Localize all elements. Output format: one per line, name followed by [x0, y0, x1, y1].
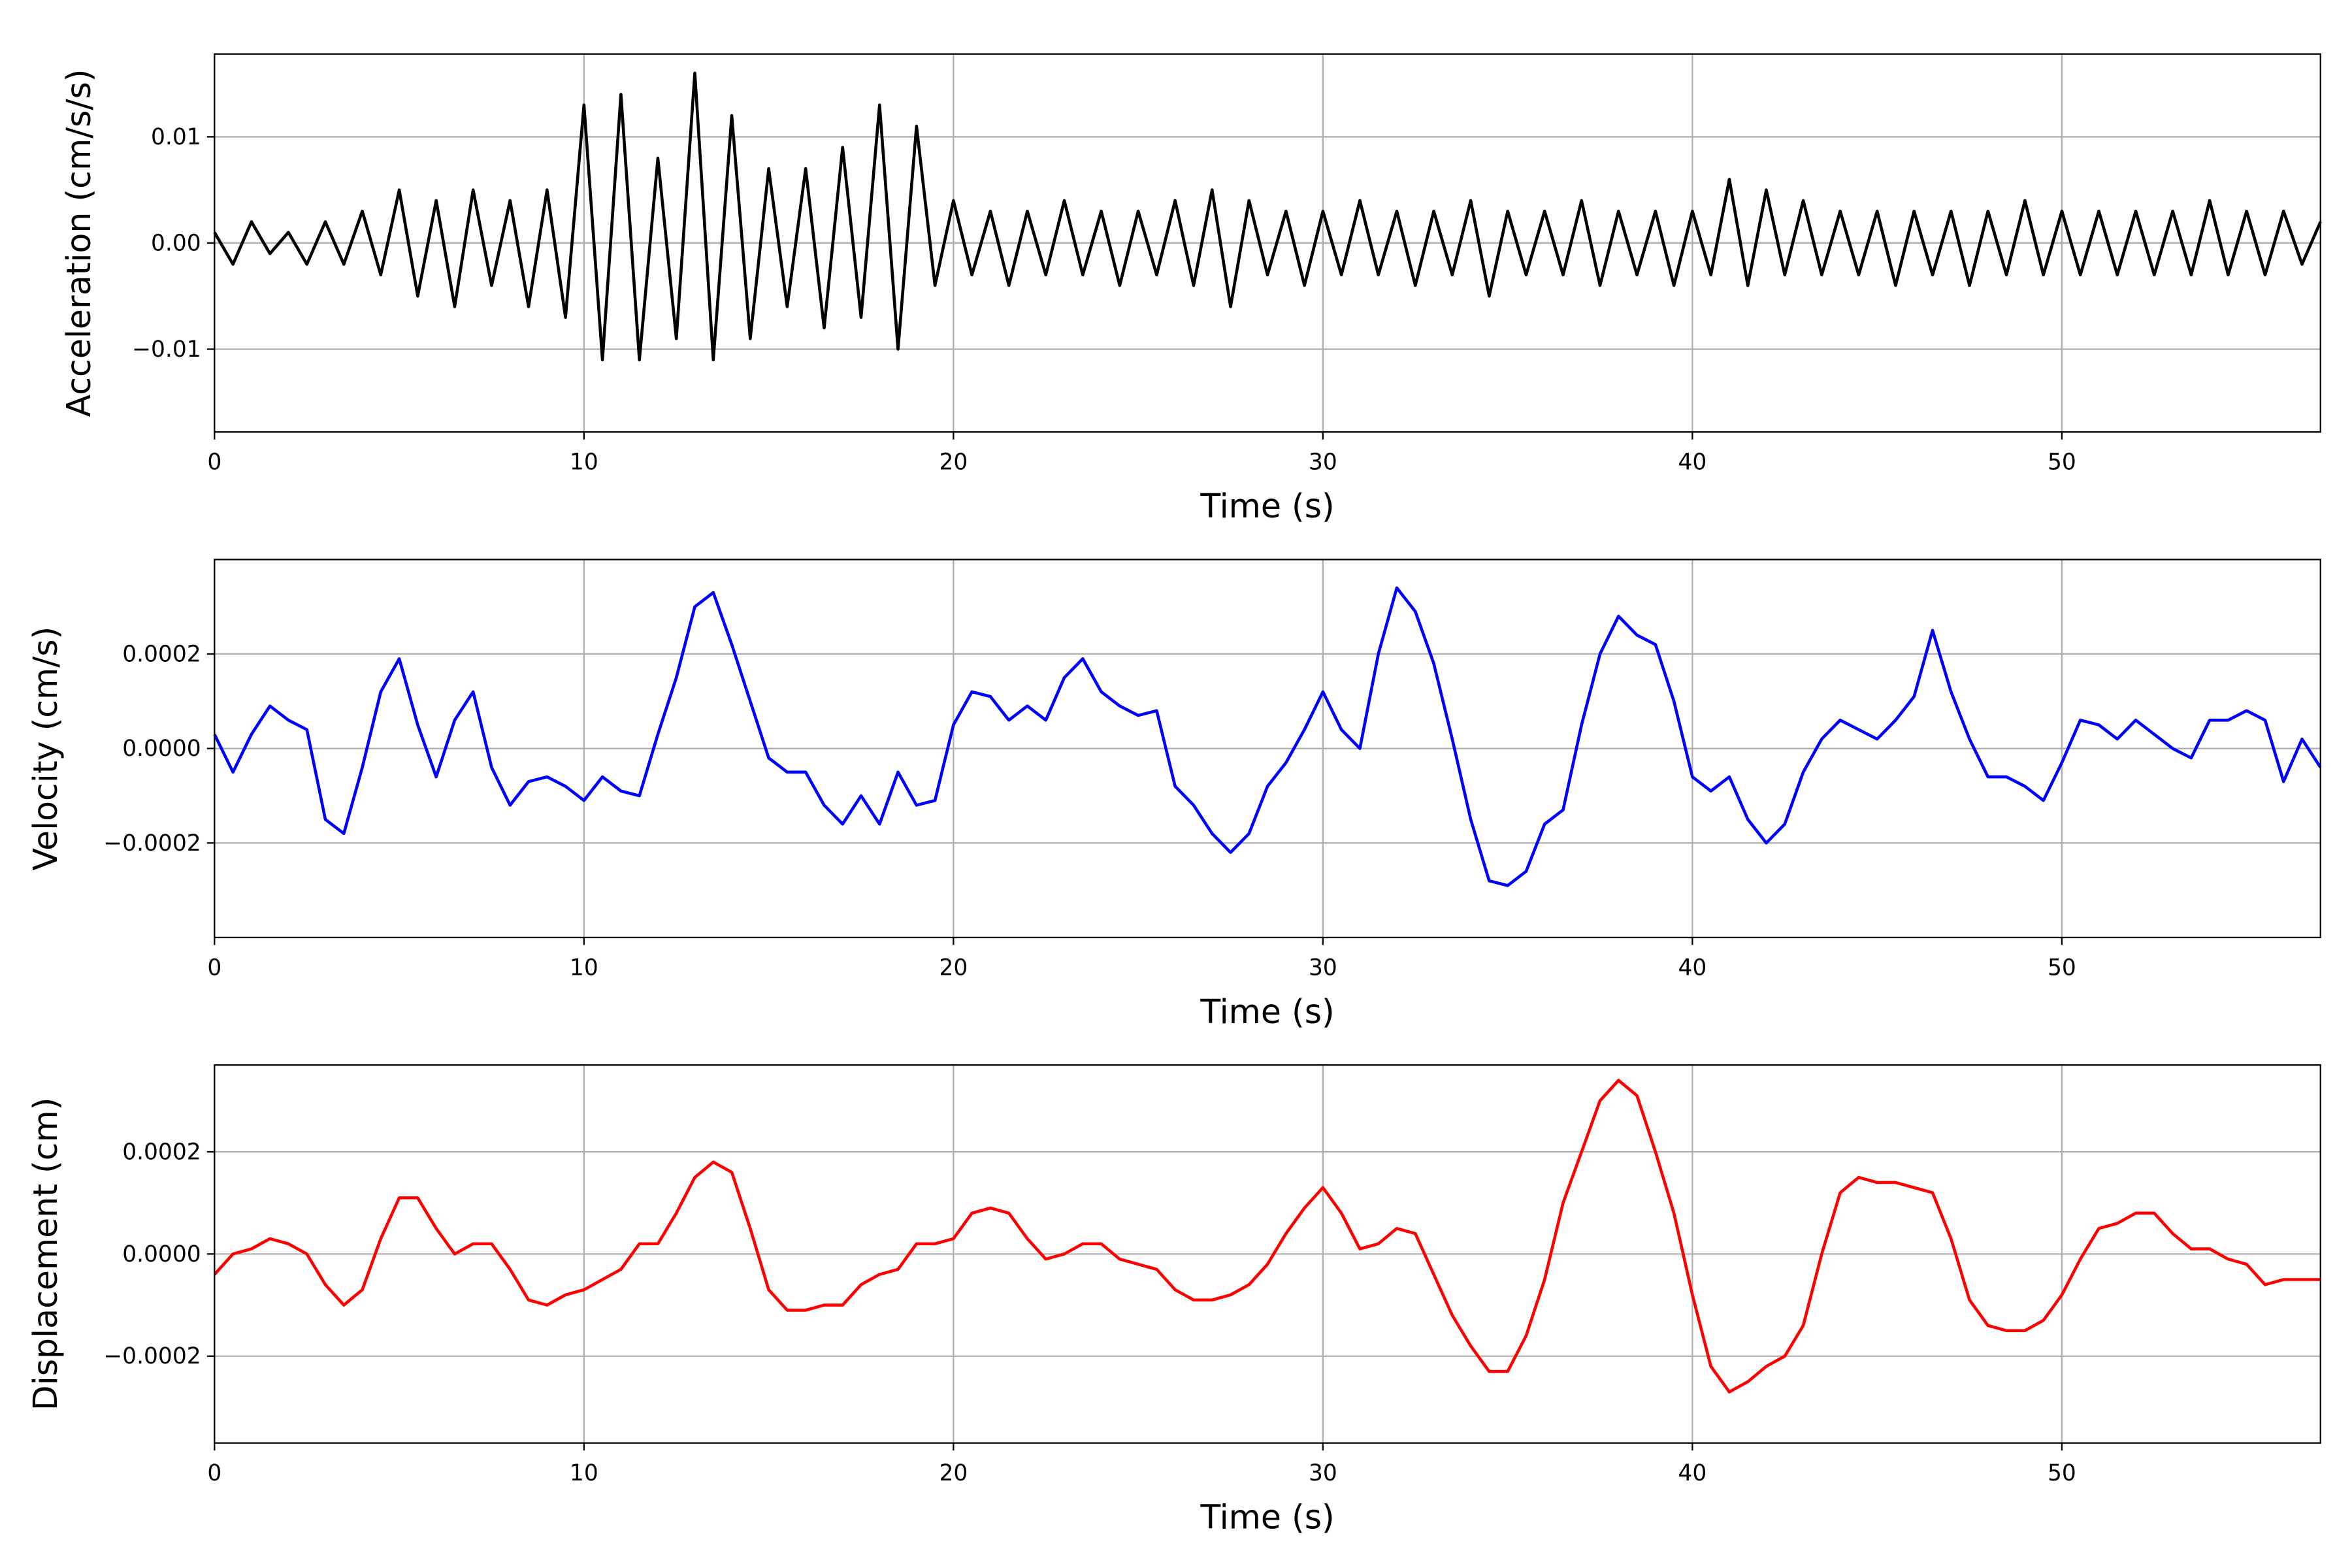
y-tick-label: 0.0000	[122, 736, 201, 762]
y-axis-label: Acceleration (cm/s/s)	[59, 69, 98, 417]
y-tick-label: 0.0002	[122, 1139, 201, 1166]
data-line	[213, 586, 2322, 887]
y-tick-label: −0.01	[132, 336, 201, 363]
y-axis-label: Displacement (cm)	[26, 1098, 65, 1411]
y-tick-label: 0.01	[151, 124, 201, 150]
y-tick-label: −0.0002	[103, 1343, 201, 1369]
data-line	[213, 1079, 2321, 1394]
x-axis-label: Time (s)	[1200, 992, 1334, 1031]
x-tick-label: 50	[2048, 449, 2076, 476]
axes-frame	[214, 1064, 2321, 1444]
x-tick-label: 10	[570, 449, 598, 476]
x-tick-label: 50	[2048, 1460, 2076, 1486]
y-tick-label: 0.0000	[122, 1241, 201, 1267]
y-tick-label: −0.0002	[103, 830, 201, 857]
x-tick-label: 20	[939, 449, 968, 476]
x-tick-label: 0	[207, 1460, 221, 1486]
x-tick-label: 30	[1309, 449, 1337, 476]
x-tick-label: 40	[1678, 1460, 1707, 1486]
y-axis-label: Velocity (cm/s)	[26, 627, 65, 871]
x-tick-label: 50	[2048, 955, 2076, 981]
x-tick-label: 10	[570, 1460, 598, 1486]
x-tick-label: 30	[1309, 955, 1337, 981]
y-tick-label: 0.0002	[122, 642, 201, 668]
axes-frame	[214, 53, 2321, 433]
x-tick-label: 20	[939, 1460, 968, 1486]
axes-frame	[214, 559, 2321, 939]
y-tick-label: 0.00	[151, 230, 201, 256]
x-tick-label: 10	[570, 955, 598, 981]
data-line	[213, 71, 2322, 362]
x-tick-label: 40	[1678, 449, 1707, 476]
x-tick-label: 0	[207, 955, 221, 981]
x-axis-label: Time (s)	[1200, 1498, 1334, 1537]
x-tick-label: 20	[939, 955, 968, 981]
x-tick-label: 30	[1309, 1460, 1337, 1486]
x-tick-label: 0	[207, 449, 221, 476]
x-axis-label: Time (s)	[1200, 487, 1334, 525]
x-tick-label: 40	[1678, 955, 1707, 981]
